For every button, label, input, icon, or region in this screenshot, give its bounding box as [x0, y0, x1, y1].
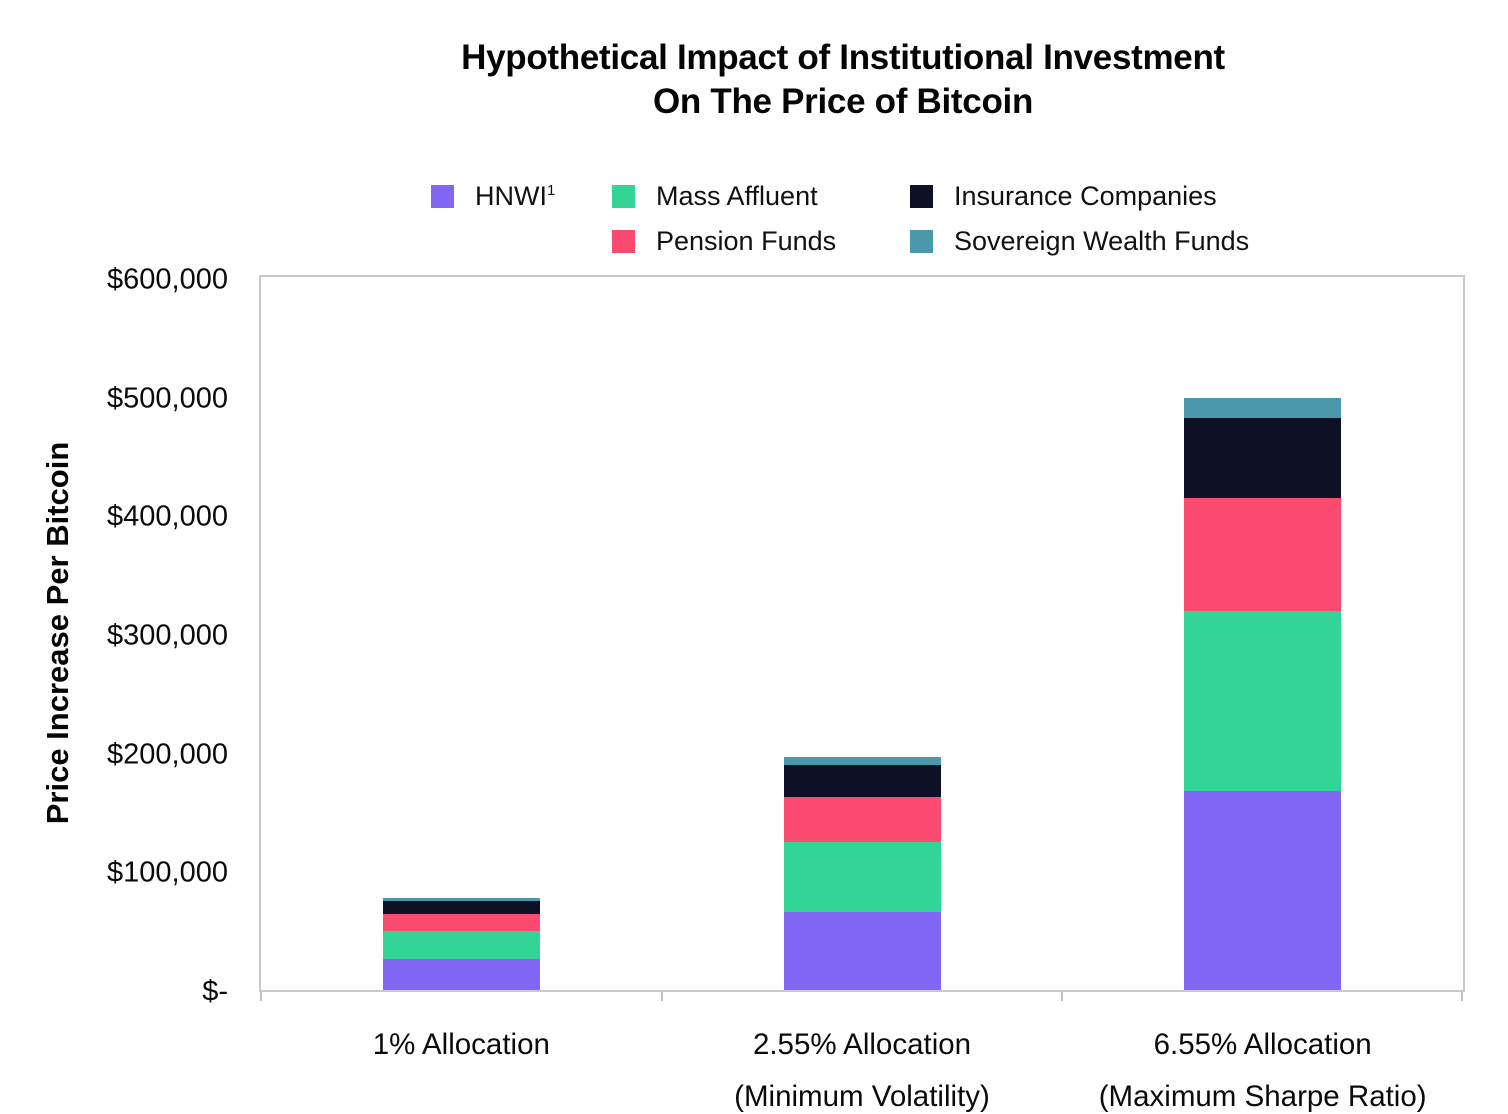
legend-label: Mass Affluent	[656, 181, 818, 211]
segment-hnwi	[382, 959, 540, 990]
segment-mass-affluent	[1184, 611, 1342, 791]
segment-mass-affluent	[382, 931, 540, 960]
plot-area	[259, 275, 1465, 1001]
bar-2.55-allocation	[783, 278, 941, 990]
segment-mass-affluent	[783, 841, 941, 912]
y-axis-labels: $600,000 $500,000 $400,000 $300,000 $200,000…	[0, 264, 259, 1008]
segment-pension-funds	[1184, 498, 1342, 612]
x-axis-label-1-allocation: 1% Allocation	[372, 1028, 550, 1061]
y-axis-label: $400,000	[107, 500, 228, 533]
segment-sovereign-wealth-funds	[1184, 397, 1342, 419]
segment-insurance-companies	[783, 765, 941, 798]
legend-label: HNWI1	[475, 181, 556, 211]
segment-sovereign-wealth-funds	[783, 757, 941, 766]
segment-pension-funds	[382, 913, 540, 932]
x-axis-label-6.55-allocation: 6.55% Allocation (Maximum Sharpe Ratio)	[1098, 1028, 1427, 1113]
y-axis-label: $600,000	[107, 263, 228, 296]
mass-affluent-swatch-icon	[612, 185, 635, 208]
pension-funds-swatch-icon	[612, 230, 635, 253]
bar-6.55-allocation	[1184, 278, 1342, 990]
legend-item-pension-funds: Pension Funds	[612, 226, 836, 257]
legend-item-insurance-companies: Insurance Companies	[910, 181, 1217, 212]
y-axis-label: $200,000	[107, 738, 228, 771]
y-axis-label: $100,000	[107, 856, 228, 889]
legend-item-mass-affluent: Mass Affluent	[612, 181, 818, 212]
legend-item-sovereign-wealth-funds: Sovereign Wealth Funds	[910, 226, 1249, 257]
segment-hnwi	[1184, 790, 1342, 990]
segment-insurance-companies	[382, 901, 540, 914]
hnwi-swatch-icon	[431, 185, 454, 208]
x-axis-tick	[1061, 992, 1064, 1001]
segment-insurance-companies	[1184, 418, 1342, 499]
legend-label: Sovereign Wealth Funds	[954, 226, 1250, 256]
x-axis-label-2.55-allocation: 2.55% Allocation (Minimum Volatility)	[734, 1028, 990, 1113]
x-axis-tick	[260, 992, 262, 1001]
legend-item-hnwi: HNWI1	[431, 181, 555, 212]
chart-title-line1: Hypothetical Impact of Institutional Inv…	[461, 38, 1225, 77]
insurance-companies-swatch-icon	[910, 185, 933, 208]
chart-title-line2: On The Price of Bitcoin	[652, 82, 1034, 121]
segment-hnwi	[783, 911, 941, 990]
sovereign-wealth-funds-swatch-icon	[910, 230, 933, 253]
legend-label: Insurance Companies	[954, 181, 1217, 211]
x-axis-tick	[1461, 992, 1463, 1001]
x-axis-tick	[660, 992, 663, 1001]
segment-pension-funds	[783, 797, 941, 842]
chart-title: Hypothetical Impact of Institutional Inv…	[461, 36, 1225, 124]
y-axis-label: $500,000	[107, 382, 228, 415]
y-axis-label: $300,000	[107, 619, 228, 652]
bar-1-allocation	[382, 278, 540, 990]
y-axis-label: $-	[202, 975, 228, 1008]
legend-label: Pension Funds	[656, 226, 837, 256]
segment-sovereign-wealth-funds	[382, 897, 540, 901]
